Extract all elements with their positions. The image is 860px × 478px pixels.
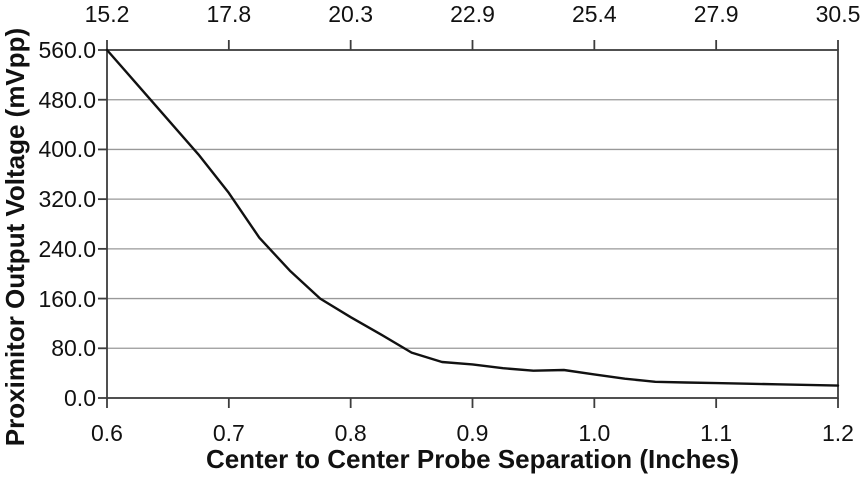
y-tick-label: 80.0 — [51, 335, 96, 362]
y-tick-label: 0.0 — [64, 385, 96, 411]
x2-tick-label: 27.9 — [693, 1, 739, 27]
x-tick-label: 0.8 — [334, 420, 367, 446]
x2-tick-label: 17.8 — [206, 1, 252, 27]
y-axis-title: Proximitor Output Voltage (mVpp) — [0, 27, 30, 447]
x-tick-label: 1.0 — [578, 420, 611, 446]
x-axis-title: Center to Center Probe Separation (Inche… — [205, 444, 740, 474]
x2-tick-label: 22.9 — [450, 1, 495, 27]
x2-tick-label: 15.2 — [84, 1, 130, 27]
x2-tick-label: 30.5 — [815, 1, 860, 27]
y-tick-label: 400.0 — [38, 136, 96, 163]
x-tick-label: 1.1 — [700, 420, 733, 446]
x-tick-label: 1.2 — [822, 420, 854, 446]
x2-tick-label: 20.3 — [328, 1, 374, 27]
plot-border — [106, 49, 839, 399]
data-line-proximitor-output-voltage — [105, 48, 840, 387]
x-tick-label: 0.7 — [212, 420, 245, 446]
y-tick-label: 240.0 — [38, 235, 96, 262]
y-tick-label: 560.0 — [38, 37, 96, 63]
y-tick-label: 320.0 — [38, 186, 96, 213]
x-tick-label: 0.9 — [456, 420, 489, 446]
x-tick-label: 0.6 — [91, 420, 123, 446]
y-tick-label: 160.0 — [38, 285, 96, 312]
y-tick-label: 480.0 — [38, 86, 96, 113]
x2-tick-label: 25.4 — [571, 1, 617, 27]
